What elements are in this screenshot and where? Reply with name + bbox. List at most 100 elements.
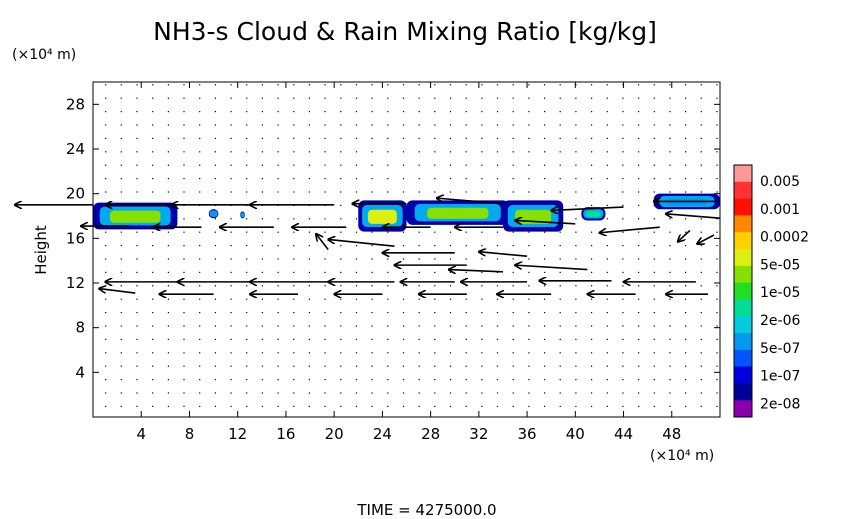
grid-dot — [496, 84, 499, 86]
colorbar-swatch — [734, 265, 752, 284]
grid-dot — [591, 97, 593, 99]
grid-dot — [559, 392, 561, 394]
grid-dot — [105, 164, 107, 166]
grid-dot — [324, 124, 326, 126]
grid-dot — [528, 312, 530, 314]
grid-dot — [167, 312, 169, 314]
grid-dot — [214, 338, 216, 340]
grid-dot — [669, 271, 671, 273]
grid-dot — [512, 338, 514, 340]
grid-dot — [559, 231, 561, 233]
grid-dot — [434, 245, 436, 247]
grid-dot — [246, 245, 248, 247]
grid-dot — [136, 111, 138, 113]
grid-dot — [700, 124, 702, 126]
grid-dot — [371, 84, 373, 86]
grid-dot — [685, 298, 687, 300]
grid-dot — [199, 137, 201, 139]
grid-dot — [371, 97, 373, 99]
colorbar-swatch — [734, 165, 752, 183]
grid-dot — [496, 285, 499, 287]
grid-dot — [214, 245, 216, 247]
grid-dot — [575, 191, 577, 193]
grid-dot — [183, 164, 185, 166]
grid-dot — [199, 178, 201, 180]
grid-dot — [700, 365, 702, 367]
grid-dot — [700, 111, 702, 113]
grid-dot — [340, 271, 342, 273]
grid-dot — [575, 298, 577, 300]
grid-dot — [152, 245, 154, 247]
grid-dot — [324, 285, 326, 287]
grid-dot — [528, 178, 530, 180]
grid-dot — [418, 164, 420, 166]
grid-dot — [214, 271, 216, 273]
grid-dot — [591, 204, 593, 206]
grid-dot — [371, 338, 373, 340]
grid-dot — [418, 231, 420, 233]
plot-frame — [92, 81, 721, 418]
grid-dot — [387, 405, 389, 407]
grid-dot — [261, 392, 263, 394]
colorbar-swatch — [734, 383, 752, 401]
grid-dot — [418, 137, 420, 139]
grid-dot — [261, 124, 263, 126]
grid-dot — [167, 338, 169, 340]
grid-dot — [700, 258, 702, 260]
grid-dot — [152, 164, 154, 166]
x-tick-label: 16 — [276, 425, 295, 443]
grid-dot — [575, 84, 577, 86]
grid-dot — [638, 178, 640, 180]
grid-dot — [136, 392, 138, 394]
colorbar-swatch — [734, 366, 752, 384]
colorbar-swatch — [734, 299, 752, 317]
grid-dot — [653, 231, 655, 233]
grid-dot — [230, 191, 232, 193]
grid-dot — [340, 111, 342, 113]
grid-dot — [653, 191, 655, 193]
grid-dot — [293, 352, 295, 354]
grid-dot — [669, 392, 671, 394]
grid-dot — [559, 191, 561, 193]
grid-dot — [277, 218, 279, 220]
grid-dot — [716, 365, 718, 367]
grid-dot — [481, 325, 483, 327]
grid-dot — [559, 352, 561, 354]
grid-dot — [449, 352, 452, 354]
grid-dot — [512, 405, 514, 407]
grid-dot — [136, 258, 138, 260]
grid-dot — [355, 392, 358, 394]
grid-dot — [591, 271, 593, 273]
grid-dot — [418, 365, 420, 367]
grid-dot — [355, 285, 358, 287]
grid-dot — [496, 258, 499, 260]
grid-dot — [371, 405, 373, 407]
grid-dot — [105, 151, 107, 153]
grid-dot — [638, 392, 640, 394]
grid-dot — [199, 365, 201, 367]
grid-dot — [120, 178, 122, 180]
grid-dot — [622, 379, 624, 381]
grid-dot — [371, 392, 373, 394]
grid-dot — [606, 325, 608, 327]
grid-dot — [622, 137, 624, 139]
grid-dot — [340, 97, 342, 99]
grid-dot — [387, 191, 389, 193]
grid-dot — [214, 405, 216, 407]
grid-dot — [293, 218, 295, 220]
grid-dot — [355, 352, 358, 354]
grid-dot — [544, 352, 546, 354]
grid-dot — [293, 325, 295, 327]
grid-dot — [685, 365, 687, 367]
grid-dot — [465, 379, 467, 381]
grid-dot — [246, 365, 248, 367]
grid-dot — [246, 231, 248, 233]
grid-dot — [512, 164, 514, 166]
grid-dot — [669, 151, 671, 153]
grid-dot — [136, 84, 138, 86]
grid-dot — [434, 392, 436, 394]
cloud-region-core — [210, 211, 217, 216]
grid-dot — [261, 405, 263, 407]
grid-dot — [622, 352, 624, 354]
grid-dot — [167, 231, 169, 233]
